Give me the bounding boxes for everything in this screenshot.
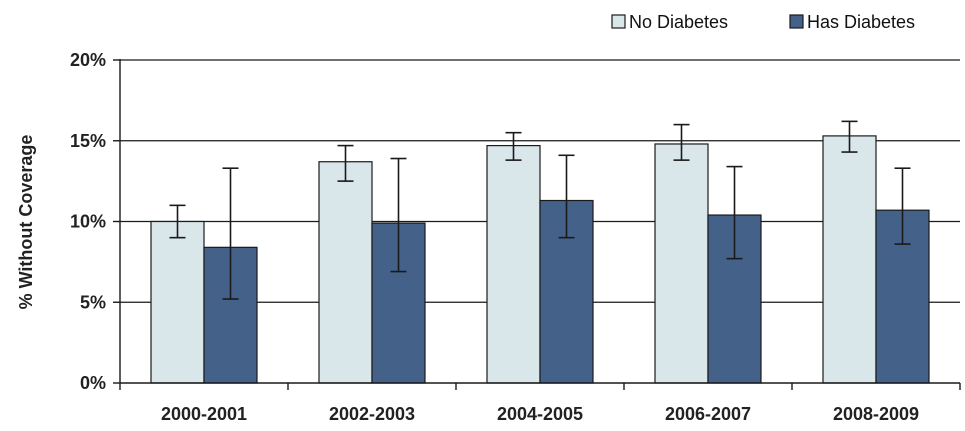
legend-swatch-has-diabetes <box>789 14 804 29</box>
bar-no-diabetes-2004-2005 <box>486 144 541 384</box>
y-axis-title: % Without Coverage <box>16 135 36 310</box>
y-tick-label: 5% <box>80 292 106 312</box>
legend: No Diabetes Has Diabetes <box>611 12 915 32</box>
x-category-label: 2002-2003 <box>329 404 415 424</box>
bar-no-diabetes-2006-2007 <box>654 143 709 384</box>
axes <box>113 59 961 390</box>
x-category-label: 2008-2009 <box>833 404 919 424</box>
x-category-label: 2000-2001 <box>161 404 247 424</box>
error-bars <box>169 120 911 300</box>
x-category-labels: 2000-2001 2002-2003 2004-2005 2006-2007 2008… <box>161 404 919 424</box>
y-tick-label: 15% <box>70 131 106 151</box>
legend-label-no-diabetes: No Diabetes <box>629 12 728 32</box>
y-tick-label: 10% <box>70 212 106 232</box>
bars <box>150 135 930 384</box>
legend-label-has-diabetes: Has Diabetes <box>807 12 915 32</box>
y-tick-labels: 0% 5% 10% 15% 20% <box>70 50 106 393</box>
bar-no-diabetes-2008-2009 <box>822 135 877 384</box>
y-tick-label: 20% <box>70 50 106 70</box>
x-category-label: 2006-2007 <box>665 404 751 424</box>
x-category-label: 2004-2005 <box>497 404 583 424</box>
bar-no-diabetes-2000-2001 <box>150 220 205 384</box>
y-tick-label: 0% <box>80 373 106 393</box>
bar-no-diabetes-2002-2003 <box>318 161 373 384</box>
legend-swatch-no-diabetes <box>611 14 626 29</box>
